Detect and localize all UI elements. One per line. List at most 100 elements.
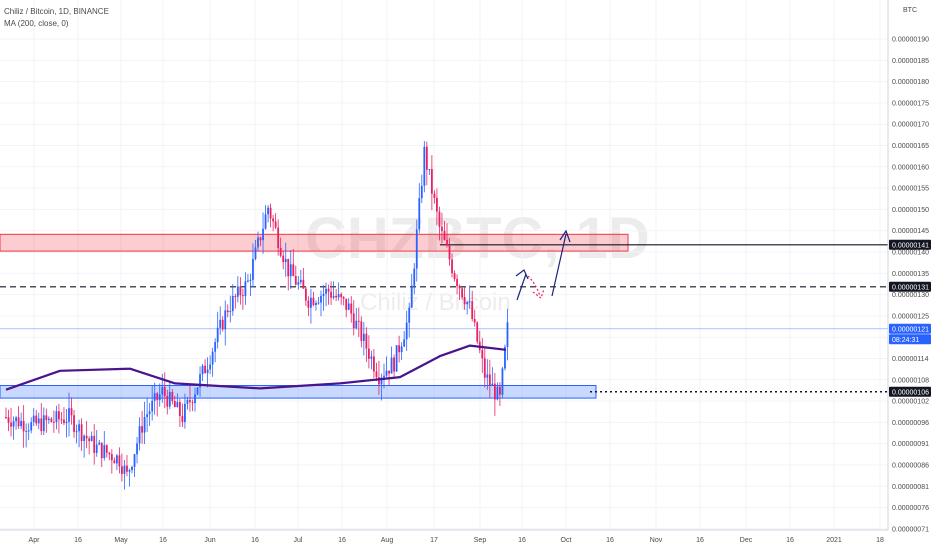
candle-body xyxy=(332,295,335,298)
candle-body xyxy=(436,197,438,212)
candle-body xyxy=(433,193,436,198)
candle-body xyxy=(488,374,491,386)
candle-body xyxy=(176,402,179,408)
candle-body xyxy=(350,303,353,314)
candle-body xyxy=(274,221,277,228)
resistance-zone[interactable] xyxy=(0,233,629,252)
candle-body xyxy=(161,387,164,395)
ma-200-line xyxy=(5,344,507,391)
currency-label: BTC xyxy=(903,7,917,14)
candle-body xyxy=(75,431,78,433)
candle-body xyxy=(347,303,350,310)
candle-body xyxy=(143,417,146,433)
candle-body xyxy=(413,268,416,286)
candle-body xyxy=(388,370,390,374)
candle-body xyxy=(88,438,91,442)
y-tick-label: 0.00000180 xyxy=(892,79,929,86)
y-tick-label: 0.00000135 xyxy=(892,271,929,278)
candle-body xyxy=(58,411,60,420)
candle-body xyxy=(151,400,154,412)
arrowhead-icon xyxy=(515,269,529,280)
candle-body xyxy=(171,391,174,402)
candle-body xyxy=(380,377,383,385)
candle-body xyxy=(189,399,191,403)
price-tag-label: 0.00000106 xyxy=(892,389,929,396)
candle-body xyxy=(418,198,421,230)
y-tick-label: 0.00000165 xyxy=(892,143,929,150)
candle-body xyxy=(337,294,340,298)
candle-body xyxy=(264,214,267,229)
candle-body xyxy=(158,394,161,401)
candle-body xyxy=(234,296,237,298)
y-tick-label: 0.00000086 xyxy=(892,463,929,470)
candle-body xyxy=(362,333,365,341)
candle-body xyxy=(463,297,466,305)
candle-body xyxy=(483,358,486,378)
candle-body xyxy=(456,279,458,287)
candle-body xyxy=(156,393,159,401)
price-tag xyxy=(889,323,931,334)
candle-body xyxy=(108,452,111,455)
candle-body xyxy=(204,365,206,374)
candle-body xyxy=(184,403,186,423)
candle-body xyxy=(438,211,441,227)
candle-body xyxy=(378,377,380,385)
candle-body xyxy=(40,418,43,432)
support-zone[interactable] xyxy=(0,385,597,399)
candle-body xyxy=(194,394,196,404)
candle-body xyxy=(70,408,73,416)
candle-body xyxy=(85,435,88,439)
candle-body xyxy=(45,415,48,421)
candle-body xyxy=(254,247,257,259)
candle-body xyxy=(113,460,116,464)
candle-body xyxy=(451,259,453,274)
candle-body xyxy=(32,415,35,423)
y-tick-label: 0.00000081 xyxy=(892,484,929,491)
candle-body xyxy=(115,455,118,464)
price-tag xyxy=(889,386,931,397)
chart-legend: Chiliz / Bitcoin, 1D, BINANCE MA (200, c… xyxy=(4,6,109,30)
y-tick-label: 0.00000091 xyxy=(892,441,929,448)
candle-body xyxy=(181,415,184,423)
candle-body xyxy=(315,302,317,306)
candle-body xyxy=(249,279,252,281)
candle-body xyxy=(410,285,413,308)
candle-body xyxy=(80,424,83,442)
candle-body xyxy=(136,443,138,455)
candle-body xyxy=(481,350,484,359)
x-tick-label: Jun xyxy=(204,537,215,544)
candle-body xyxy=(461,288,464,298)
candle-body xyxy=(398,345,401,353)
candle-body xyxy=(173,401,176,408)
candle-body xyxy=(153,393,156,401)
candle-body xyxy=(239,286,242,296)
candle-body xyxy=(420,185,423,199)
indicator-title[interactable]: MA (200, close, 0) xyxy=(4,19,69,28)
candle-body xyxy=(385,370,388,376)
candle-body xyxy=(27,430,30,432)
candle-body xyxy=(357,320,360,322)
candle-body xyxy=(20,420,23,427)
x-tick-label: Dec xyxy=(740,537,753,544)
candle-body xyxy=(282,255,285,263)
candle-body xyxy=(60,419,63,421)
candle-body xyxy=(277,227,280,248)
price-tag-label: 0.00000141 xyxy=(892,242,929,249)
candle-body xyxy=(201,365,204,375)
candle-body xyxy=(7,417,10,423)
candle-body xyxy=(292,264,295,277)
candle-body xyxy=(105,445,108,453)
candle-body xyxy=(73,415,75,432)
symbol-title[interactable]: Chiliz / Bitcoin, 1D, BINANCE xyxy=(4,7,109,16)
candle-body xyxy=(279,247,282,256)
candle-body xyxy=(335,295,338,298)
x-tick-label: 16 xyxy=(159,537,167,544)
candle-body xyxy=(100,442,103,459)
candle-body xyxy=(370,356,373,359)
candle-body xyxy=(252,258,254,280)
candle-body xyxy=(400,346,403,353)
candle-body xyxy=(128,470,131,472)
y-tick-label: 0.00000076 xyxy=(892,505,929,512)
watermark-ticker: CHZBTC, 1D xyxy=(305,206,650,271)
